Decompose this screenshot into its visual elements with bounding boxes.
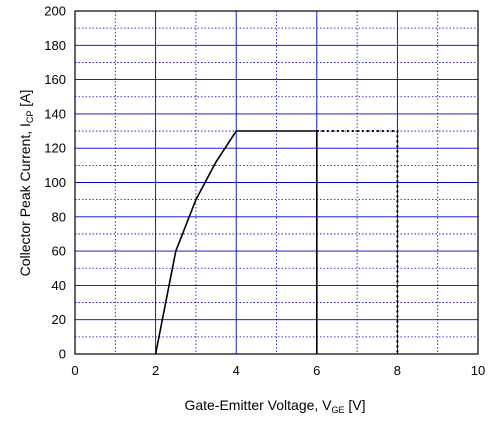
x-tick-labels: 0 2 4 6 8 10: [71, 363, 485, 378]
y-axis-label-main: Collector Peak Current, I: [17, 123, 33, 276]
y-tick-label: 120: [44, 141, 66, 156]
x-tick-label: 0: [71, 363, 78, 378]
y-axis-label: Collector Peak Current, ICP [A]: [17, 90, 35, 277]
y-tick-label: 80: [52, 209, 66, 224]
y-tick-label: 0: [59, 347, 66, 362]
series-layer: [154, 130, 399, 355]
plot-frame: [74, 10, 479, 355]
x-axis-label-main: Gate-Emitter Voltage, V: [184, 397, 332, 413]
y-tick-label: 180: [44, 38, 66, 53]
y-tick-label: 100: [44, 175, 66, 190]
y-tick-label: 160: [44, 72, 66, 87]
y-axis-label-unit: [A]: [17, 90, 33, 111]
x-tick-label: 8: [394, 363, 401, 378]
y-tick-label: 60: [52, 244, 66, 259]
dashed-series-line: [316, 130, 399, 354]
x-tick-label: 10: [471, 363, 485, 378]
x-tick-label: 2: [152, 363, 159, 378]
x-tick-label: 4: [233, 363, 240, 378]
x-axis-label: Gate-Emitter Voltage, VGE [V]: [184, 397, 365, 415]
y-tick-label: 200: [44, 4, 66, 19]
x-axis-label-unit: [V]: [345, 397, 366, 413]
x-axis-label-sub: GE: [332, 405, 345, 415]
y-tick-labels: 0 20 40 60 80 100 120 140 160 180 200: [44, 4, 66, 362]
y-tick-label: 140: [44, 106, 66, 121]
y-tick-label: 40: [52, 278, 66, 293]
major-grid: [75, 11, 478, 354]
y-tick-label: 20: [52, 312, 66, 327]
y-axis-label-sub: CP: [25, 111, 35, 124]
x-tick-label: 6: [313, 363, 320, 378]
